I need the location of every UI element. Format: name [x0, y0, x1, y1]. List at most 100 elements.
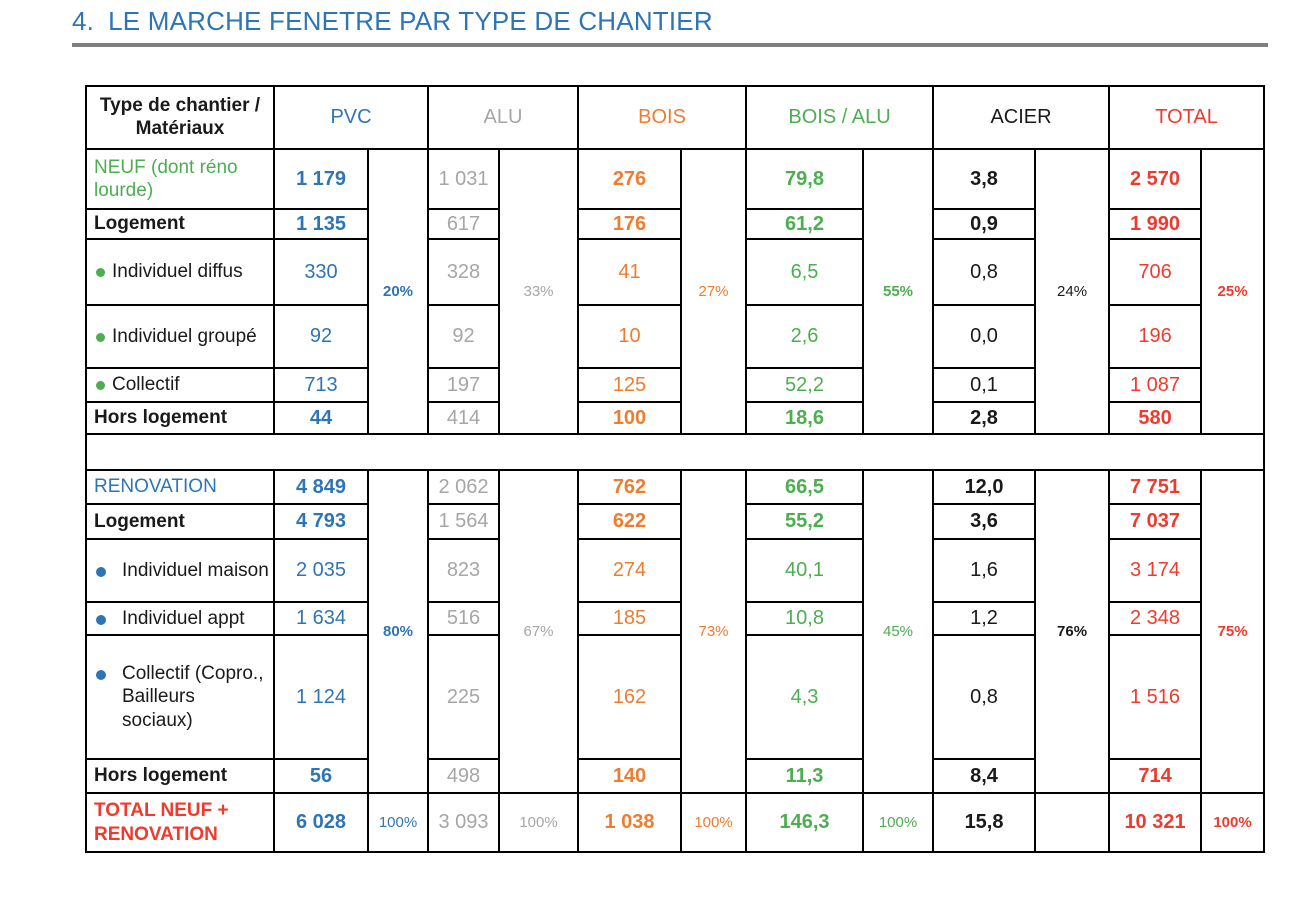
- share-cell-neuf-bois_alu: 55%: [862, 148, 935, 435]
- table-row-renovation-2: Individuel maison 2 035 823 274 40,1 1,6 3 174: [85, 538, 1264, 603]
- share-cell-total-bois_alu: 100%: [862, 792, 935, 853]
- value-cell-renovation-0-total: 7 751: [1108, 469, 1203, 505]
- value-cell-renovation-2-bois_alu: 40,1: [745, 538, 865, 603]
- value-cell-renovation-3-bois_alu: 10,8: [745, 601, 865, 636]
- row-label-neuf-2: Individuel diffus: [85, 238, 275, 306]
- row-label-neuf-1: Logement: [85, 208, 275, 240]
- value-cell-renovation-5-bois: 140: [577, 758, 682, 794]
- row-label-text: Individuel maison: [122, 559, 269, 581]
- value-cell-neuf-5-alu: 414: [427, 401, 500, 435]
- row-label-text: TOTAL NEUF + RENOVATION: [94, 799, 229, 845]
- value-cell-renovation-4-total: 1 516: [1108, 634, 1203, 760]
- share-cell-neuf-pvc: 20%: [367, 148, 429, 435]
- row-label-renovation-4: Collectif (Copro., Bailleurs sociaux): [85, 634, 275, 760]
- table-row-renovation-0: RENOVATION 4 849 80% 2 062 67% 762 73% 66,5 45% 1…: [85, 469, 1266, 794]
- value-cell-neuf-4-bois_alu: 52,2: [745, 367, 865, 403]
- value-cell-neuf-2-pvc: 330: [273, 238, 369, 306]
- value-cell-neuf-0-total: 2 570: [1108, 148, 1203, 210]
- share-cell-total-pvc: 100%: [367, 792, 429, 853]
- table-row-neuf-5: Hors logement 44 414 100 18,6 2,8 580: [85, 401, 1264, 435]
- value-cell-renovation-5-alu: 498: [427, 758, 500, 794]
- value-cell-total-total: 10 321: [1108, 792, 1203, 853]
- row-label-text: Hors logement: [94, 407, 228, 429]
- value-cell-neuf-4-alu: 197: [427, 367, 500, 403]
- share-cell-neuf-alu: 33%: [498, 148, 579, 435]
- value-cell-renovation-3-alu: 516: [427, 601, 500, 636]
- heading-number: 4.: [72, 6, 95, 36]
- value-cell-neuf-4-acier: 0,1: [932, 367, 1037, 403]
- value-cell-neuf-0-pvc: 1 179: [273, 148, 369, 210]
- share-cell-total-acier: [1034, 792, 1111, 853]
- column-header-bois_alu: BOIS / ALU: [745, 85, 935, 150]
- row-label-neuf-0: NEUF (dont réno lourde): [85, 148, 275, 210]
- value-cell-renovation-4-alu: 225: [427, 634, 500, 760]
- value-cell-neuf-2-alu: 328: [427, 238, 500, 306]
- value-cell-renovation-1-pvc: 4 793: [273, 503, 369, 540]
- value-cell-neuf-5-bois: 100: [577, 401, 682, 435]
- value-cell-renovation-0-alu: 2 062: [427, 469, 500, 505]
- value-cell-renovation-3-total: 2 348: [1108, 601, 1203, 636]
- row-label-neuf-4: Collectif: [85, 367, 275, 403]
- column-header-pvc: PVC: [273, 85, 429, 150]
- value-cell-renovation-4-bois_alu: 4,3: [745, 634, 865, 760]
- row-label-text: Individuel diffus: [112, 261, 243, 283]
- heading-text: LE MARCHE FENETRE PAR TYPE DE CHANTIER: [108, 6, 713, 36]
- row-label-renovation-0: RENOVATION: [85, 469, 275, 505]
- share-cell-renovation-bois: 73%: [679, 469, 748, 794]
- value-cell-renovation-0-pvc: 4 849: [273, 469, 369, 505]
- value-cell-total-bois: 1 038: [577, 792, 682, 853]
- value-cell-neuf-3-alu: 92: [427, 304, 500, 369]
- row-label-text: Logement: [94, 213, 185, 235]
- row-label-text: Collectif: [112, 374, 180, 396]
- table-row-neuf-2: Individuel diffus 330 328 41 6,5 0,8 706: [85, 238, 1264, 306]
- row-label-text: Individuel appt: [122, 607, 245, 629]
- value-cell-renovation-1-bois_alu: 55,2: [745, 503, 865, 540]
- value-cell-neuf-2-total: 706: [1108, 238, 1203, 306]
- value-cell-total-alu: 3 093: [427, 792, 500, 853]
- bullet-icon: [96, 268, 105, 278]
- value-cell-renovation-0-bois_alu: 66,5: [745, 469, 865, 505]
- column-header-acier: ACIER: [932, 85, 1111, 150]
- value-cell-neuf-5-total: 580: [1108, 401, 1203, 435]
- value-cell-renovation-4-pvc: 1 124: [273, 634, 369, 760]
- share-cell-renovation-acier: 76%: [1034, 469, 1111, 794]
- bullet-icon: [96, 566, 106, 577]
- table-row-neuf-1: Logement 1 135 617 176 61,2 0,9 1 990: [85, 208, 1264, 240]
- table-row-renovation-5: Hors logement 56 498 140 11,3 8,4 714: [85, 758, 1264, 794]
- share-cell-total-alu: 100%: [498, 792, 579, 853]
- value-cell-renovation-4-bois: 162: [577, 634, 682, 760]
- row-label-renovation-3: Individuel appt: [85, 601, 275, 636]
- value-cell-neuf-0-acier: 3,8: [932, 148, 1037, 210]
- value-cell-renovation-2-alu: 823: [427, 538, 500, 603]
- value-cell-renovation-0-acier: 12,0: [932, 469, 1037, 505]
- table-row-neuf-4: Collectif 713 197 125 52,2 0,1 1 087: [85, 367, 1264, 403]
- market-table: Type de chantier / Matériaux PVC ALU BOIS BO…: [84, 85, 1266, 853]
- value-cell-neuf-3-pvc: 92: [273, 304, 369, 369]
- column-header-total: TOTAL: [1108, 85, 1266, 150]
- table-row-renovation-4: Collectif (Copro., Bailleurs sociaux) 1 1…: [85, 634, 1264, 760]
- share-cell-neuf-acier: 24%: [1034, 148, 1111, 435]
- column-header-bois: BOIS: [576, 85, 748, 150]
- value-cell-neuf-1-acier: 0,9: [932, 208, 1037, 240]
- value-cell-renovation-5-acier: 8,4: [932, 758, 1037, 794]
- value-cell-renovation-3-pvc: 1 634: [273, 601, 369, 636]
- value-cell-neuf-3-total: 196: [1108, 304, 1203, 369]
- row-label-neuf-3: Individuel groupé: [85, 304, 275, 369]
- share-cell-total-bois: 100%: [679, 792, 748, 853]
- separator-row: [84, 433, 1266, 471]
- value-cell-neuf-4-total: 1 087: [1108, 367, 1203, 403]
- value-cell-neuf-3-bois_alu: 2,6: [745, 304, 865, 369]
- column-header-alu: ALU: [427, 85, 579, 150]
- share-cell-neuf-total: 25%: [1200, 148, 1266, 435]
- value-cell-renovation-5-pvc: 56: [273, 758, 369, 794]
- value-cell-neuf-2-acier: 0,8: [932, 238, 1037, 306]
- row-label-text: NEUF (dont réno lourde): [94, 156, 238, 201]
- bullet-icon: [96, 614, 106, 625]
- value-cell-renovation-2-pvc: 2 035: [273, 538, 369, 603]
- page-title: 4. LE MARCHE FENETRE PAR TYPE DE CHANTIER: [72, 6, 1268, 37]
- value-cell-neuf-4-bois: 125: [577, 367, 682, 403]
- value-cell-neuf-3-acier: 0,0: [932, 304, 1037, 369]
- row-label-renovation-1: Logement: [85, 503, 275, 540]
- value-cell-renovation-0-bois: 762: [577, 469, 682, 505]
- value-cell-total-pvc: 6 028: [273, 792, 369, 853]
